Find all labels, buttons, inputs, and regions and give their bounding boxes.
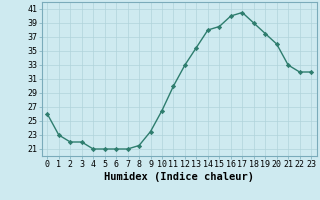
X-axis label: Humidex (Indice chaleur): Humidex (Indice chaleur): [104, 172, 254, 182]
